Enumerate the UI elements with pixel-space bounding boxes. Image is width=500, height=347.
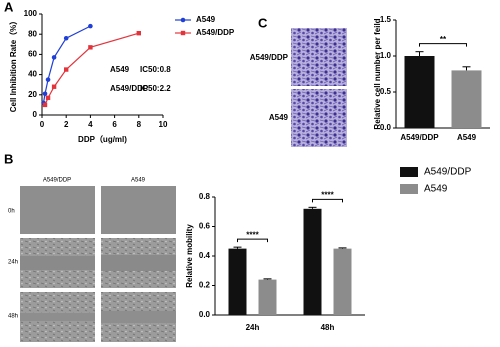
scratch-images [20, 186, 176, 342]
y-tick-label: 20 [28, 90, 37, 99]
panel-letter: B [4, 151, 13, 166]
x-tick-label: 2 [64, 120, 69, 129]
legend-label: A549/DDP [196, 28, 235, 37]
x-tick-label: 48h [321, 323, 335, 332]
significance: **** [321, 190, 334, 199]
panel-letter: A [4, 0, 14, 14]
micrograph [291, 89, 347, 147]
marker [63, 35, 69, 41]
bar [451, 70, 482, 128]
x-tick-label: 6 [112, 120, 117, 129]
y-axis-label: Relative mobility [185, 224, 194, 288]
y-tick-label: 0.4 [199, 251, 211, 260]
image-column-label: A549/DDP [43, 178, 71, 184]
y-tick-label: 0.0 [380, 123, 392, 132]
y-tick-label: 100 [24, 9, 38, 18]
marker [88, 45, 93, 50]
marker [64, 67, 69, 72]
x-axis-label: DDP（ug/ml) [78, 134, 127, 144]
bar [303, 208, 322, 315]
annotation: IC50:0.8 [140, 65, 171, 74]
image-row-label: 0h [8, 209, 15, 215]
marker [136, 30, 141, 36]
marker [180, 30, 186, 36]
y-tick-label: 0.5 [380, 87, 392, 96]
micrograph [291, 28, 347, 86]
y-tick-label: 80 [28, 29, 37, 38]
significance-bracket [312, 198, 343, 203]
significance-bracket [237, 238, 268, 243]
significance: **** [246, 230, 259, 239]
y-tick-label: 0.0 [199, 310, 211, 319]
legend-swatch [400, 167, 418, 177]
y-tick-label: 1.0 [380, 51, 392, 60]
y-tick-label: 0.8 [199, 192, 211, 201]
marker [180, 17, 186, 23]
x-tick-label: A549/DDP [400, 133, 439, 142]
significance: ** [440, 35, 447, 44]
image-row-label: 48h [8, 314, 18, 320]
legend-label: A549/DDP [424, 167, 472, 178]
marker [42, 102, 48, 108]
marker [42, 91, 48, 97]
bar [258, 279, 277, 315]
bar [333, 248, 352, 315]
significance-bracket [419, 43, 467, 47]
y-axis-label: Cell Inhibition Rate（%） [8, 17, 18, 113]
image-row-label: 24h [8, 260, 18, 266]
legend-label: A549 [424, 184, 448, 195]
x-tick-label: A549 [457, 133, 477, 142]
x-tick-label: 10 [159, 120, 168, 129]
y-tick-label: 0.2 [199, 281, 211, 290]
y-tick-label: 0 [33, 110, 38, 119]
panel-letter: C [258, 15, 268, 30]
y-tick-label: 0.6 [199, 222, 211, 231]
y-tick-label: 40 [28, 70, 37, 79]
marker [45, 95, 51, 101]
bar [404, 56, 435, 128]
image-row-label: A549/DDP [250, 53, 289, 62]
image-row-label: A549 [269, 113, 289, 122]
annotation: A549 [110, 65, 130, 74]
bar [228, 248, 247, 315]
marker [45, 77, 51, 82]
x-tick-label: 4 [88, 120, 93, 129]
y-tick-label: 1.5 [380, 15, 392, 24]
marker [88, 23, 93, 29]
annotation: A549/DDP [110, 84, 149, 93]
x-tick-label: 24h [246, 323, 260, 332]
x-tick-label: 8 [137, 120, 142, 129]
marker [51, 84, 57, 89]
y-axis-label: Relative cell number per feild [373, 18, 382, 129]
annotation: IC50:2.2 [140, 84, 171, 93]
x-tick-label: 0 [40, 120, 45, 129]
legend-swatch [400, 184, 418, 194]
y-tick-label: 60 [28, 50, 37, 59]
legend-label: A549 [196, 15, 216, 24]
marker [51, 55, 57, 60]
image-column-label: A549 [131, 178, 146, 184]
